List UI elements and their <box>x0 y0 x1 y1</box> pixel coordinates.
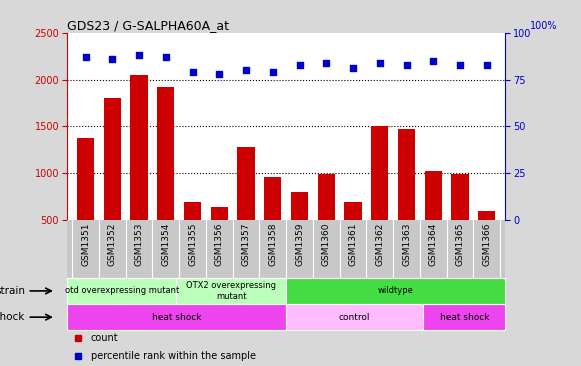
Text: GSM1362: GSM1362 <box>375 223 384 266</box>
Bar <box>345 202 362 266</box>
Point <box>161 54 170 60</box>
Point <box>482 62 492 68</box>
Point <box>456 62 465 68</box>
Text: GSM1366: GSM1366 <box>482 223 492 266</box>
Bar <box>103 98 121 266</box>
Point <box>402 62 411 68</box>
Point <box>295 62 304 68</box>
Text: GSM1359: GSM1359 <box>295 223 304 266</box>
Bar <box>291 193 308 266</box>
Bar <box>77 138 94 266</box>
Bar <box>67 304 286 330</box>
Text: count: count <box>91 333 119 343</box>
Text: heat shock: heat shock <box>440 313 489 322</box>
Text: 100%: 100% <box>530 21 557 31</box>
Text: percentile rank within the sample: percentile rank within the sample <box>91 351 256 361</box>
Point <box>134 52 144 58</box>
Text: OTX2 overexpressing
mutant: OTX2 overexpressing mutant <box>187 281 277 300</box>
Text: GSM1360: GSM1360 <box>322 223 331 266</box>
Text: strain: strain <box>0 286 25 296</box>
Bar <box>425 171 442 266</box>
Point <box>349 66 358 71</box>
Text: GSM1352: GSM1352 <box>108 223 117 266</box>
Text: GSM1358: GSM1358 <box>268 223 277 266</box>
Point <box>429 58 438 64</box>
Bar <box>286 278 505 304</box>
Bar <box>177 278 286 304</box>
Bar <box>478 211 496 266</box>
Text: GSM1363: GSM1363 <box>402 223 411 266</box>
Text: control: control <box>339 313 371 322</box>
Text: GSM1351: GSM1351 <box>81 223 90 266</box>
Bar <box>451 174 469 266</box>
Text: GSM1365: GSM1365 <box>456 223 464 266</box>
Text: otd overexpressing mutant: otd overexpressing mutant <box>64 287 179 295</box>
Bar <box>423 304 505 330</box>
Text: heat shock: heat shock <box>152 313 201 322</box>
Point <box>214 71 224 77</box>
Bar <box>130 75 148 266</box>
Bar <box>264 176 281 266</box>
Bar <box>237 147 254 266</box>
Bar <box>67 278 177 304</box>
Bar <box>184 202 201 266</box>
Bar <box>371 126 389 266</box>
Point <box>268 69 277 75</box>
Text: GSM1364: GSM1364 <box>429 223 437 266</box>
Bar <box>398 129 415 266</box>
Text: wildtype: wildtype <box>378 287 414 295</box>
Text: GDS23 / G-SALPHA60A_at: GDS23 / G-SALPHA60A_at <box>67 19 229 32</box>
Point <box>375 60 385 66</box>
Point <box>81 54 90 60</box>
Bar <box>318 174 335 266</box>
Text: GSM1361: GSM1361 <box>349 223 357 266</box>
Bar <box>210 208 228 266</box>
Point <box>322 60 331 66</box>
Text: GSM1357: GSM1357 <box>242 223 250 266</box>
Text: GSM1353: GSM1353 <box>135 223 144 266</box>
Text: GSM1356: GSM1356 <box>215 223 224 266</box>
Point <box>188 69 197 75</box>
Text: GSM1355: GSM1355 <box>188 223 197 266</box>
Text: shock: shock <box>0 312 25 322</box>
Bar <box>157 87 174 266</box>
Point <box>241 67 250 73</box>
Point <box>107 56 117 62</box>
Bar <box>286 304 423 330</box>
Text: GSM1354: GSM1354 <box>162 223 170 266</box>
